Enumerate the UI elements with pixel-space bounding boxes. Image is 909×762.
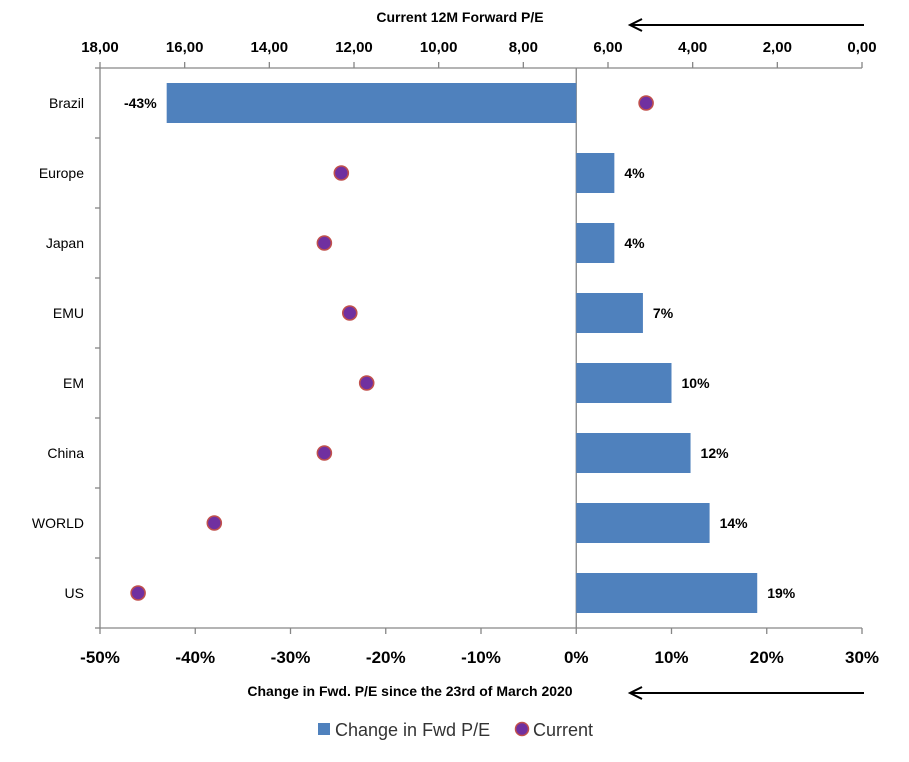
points [130,95,654,601]
top-arrow-icon [627,18,864,32]
bottom-arrow-icon [627,686,864,700]
current-point [206,515,223,531]
top-axis-title: Current 12M Forward P/E [376,9,543,25]
current-point [316,235,333,251]
bar [576,293,643,333]
bar-value-label: 4% [624,235,645,251]
bottom-tick-label: 10% [654,648,688,667]
bottom-tick-label: 30% [845,648,879,667]
category-label: Brazil [49,95,84,111]
bar [576,153,615,193]
bottom-tick-label: -40% [175,648,215,667]
bar [576,573,758,613]
bottom-tick-label: -50% [80,648,120,667]
bar-value-label: 12% [701,445,730,461]
top-tick-label: 12,00 [335,39,373,56]
axes [95,62,863,634]
bars [166,83,758,613]
bar [576,223,615,263]
bottom-axis-title: Change in Fwd. P/E since the 23rd of Mar… [247,683,572,699]
current-point [638,95,654,111]
current-point [333,165,350,181]
legend: Change in Fwd P/E Current [318,720,593,740]
category-label: WORLD [32,515,84,531]
top-tick-label: 2,00 [763,39,792,56]
top-tick-label: 0,00 [847,39,876,56]
labels: -50% -40% -30% -20% -10% 0% 10% 20% 30% 18,00 16,0… [32,39,879,667]
legend-label-bar: Change in Fwd P/E [335,720,490,740]
current-point [316,445,333,461]
top-tick-label: 4,00 [678,39,707,56]
bar [576,503,710,543]
bar [576,363,672,403]
bar-value-label: -43% [124,95,157,111]
category-label: EM [63,375,84,391]
bar-value-label: 10% [682,375,711,391]
category-label: US [65,585,84,601]
bottom-tick-label: -20% [366,648,406,667]
top-tick-label: 14,00 [251,39,289,56]
top-tick-label: 10,00 [420,39,458,56]
current-point [358,375,375,391]
legend-label-point: Current [533,720,593,740]
legend-bar-swatch [318,723,330,735]
top-tick-label: 18,00 [81,39,119,56]
current-point [130,585,146,601]
top-tick-label: 6,00 [593,39,622,56]
category-label: EMU [53,305,84,321]
category-label: China [47,445,84,461]
legend-point-swatch [514,721,530,737]
current-point [341,305,358,321]
top-tick-label: 16,00 [166,39,204,56]
bar [576,433,691,473]
bar-value-label: 7% [653,305,674,321]
category-label: Europe [39,165,84,181]
bottom-tick-label: 20% [750,648,784,667]
top-tick-label: 8,00 [509,39,538,56]
bar-value-label: 14% [720,515,749,531]
category-label: Japan [46,235,84,251]
bar [166,83,577,123]
bar-value-label: 4% [624,165,645,181]
bottom-tick-label: -30% [271,648,311,667]
bottom-tick-label: -10% [461,648,501,667]
bar-value-label: 19% [767,585,796,601]
bottom-tick-label: 0% [564,648,589,667]
